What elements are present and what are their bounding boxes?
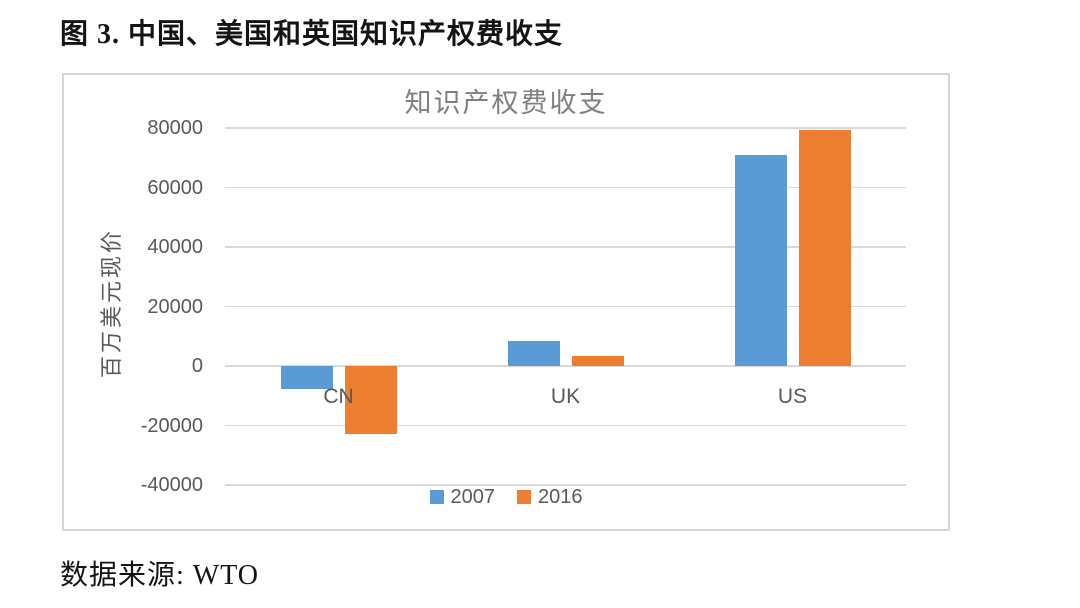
chart-container: 知识产权费收支 百万美元现价 CN UK US 80000 60000 40000 200…	[62, 73, 950, 531]
bar-2016-US	[798, 129, 851, 366]
bar-2016-CN	[344, 366, 397, 435]
data-source: 数据来源: WTO	[60, 560, 260, 591]
y-tick-label: 60000	[147, 176, 203, 199]
plot-area: CN UK US	[225, 127, 906, 486]
gridline	[225, 424, 906, 427]
y-tick-label: 0	[191, 355, 203, 377]
chart-legend: 2007 2016	[64, 485, 948, 509]
y-tick-label: 20000	[147, 295, 203, 318]
legend-swatch-2016	[517, 490, 531, 504]
chart-title: 知识产权费收支	[404, 88, 608, 118]
x-category-label-US: US	[777, 385, 808, 408]
y-tick-label: -20000	[140, 414, 203, 437]
legend-item-2016: 2016	[517, 486, 583, 509]
bar-2016-UK	[571, 355, 624, 366]
figure-caption: 图 3. 中国、美国和英国知识产权费收支	[60, 19, 564, 50]
legend-swatch-2007	[429, 490, 444, 504]
bar-2007-UK	[507, 341, 560, 366]
gridline	[225, 305, 906, 308]
y-tick-label: 80000	[147, 117, 203, 139]
bar-2007-CN	[280, 366, 333, 390]
legend-item-2007: 2007	[429, 485, 496, 509]
gridline	[225, 186, 906, 189]
legend-label: 2007	[450, 485, 496, 508]
y-tick-label: 40000	[147, 236, 203, 258]
x-category-label-UK: UK	[550, 385, 581, 408]
gridline	[225, 127, 906, 129]
gridline	[225, 246, 906, 248]
bar-2007-US	[734, 154, 787, 366]
gridline	[225, 365, 906, 367]
y-tick-label: -40000	[140, 474, 203, 496]
x-category-label-CN: CN	[323, 385, 354, 408]
legend-label: 2016	[538, 485, 583, 508]
gridline	[225, 484, 906, 486]
